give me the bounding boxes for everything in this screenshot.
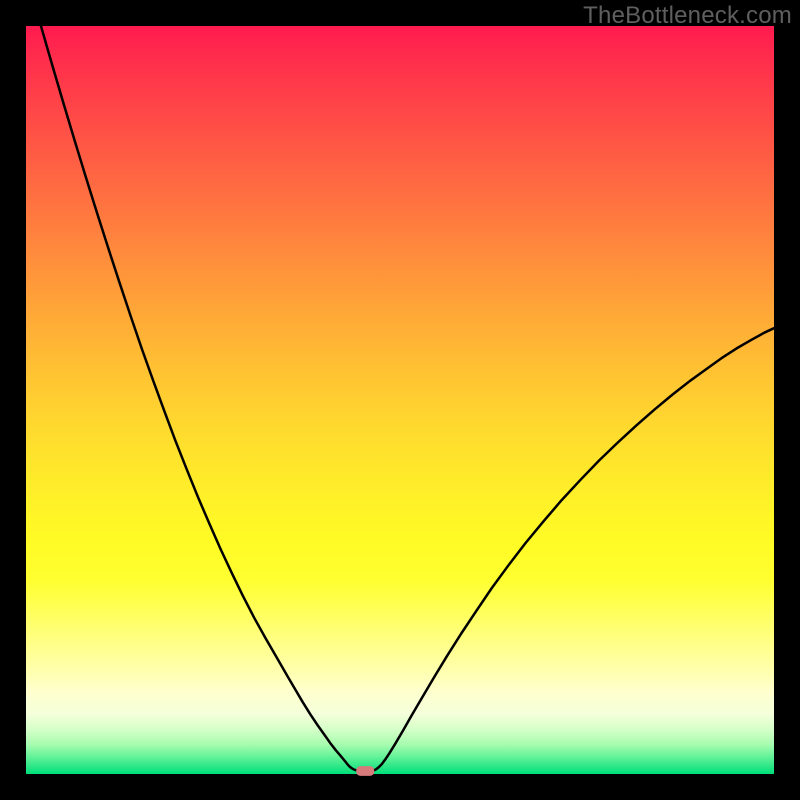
plot-background	[26, 26, 774, 774]
chart-stage: TheBottleneck.com	[0, 0, 800, 800]
min-marker	[356, 766, 374, 776]
bottleneck-chart	[0, 0, 800, 800]
